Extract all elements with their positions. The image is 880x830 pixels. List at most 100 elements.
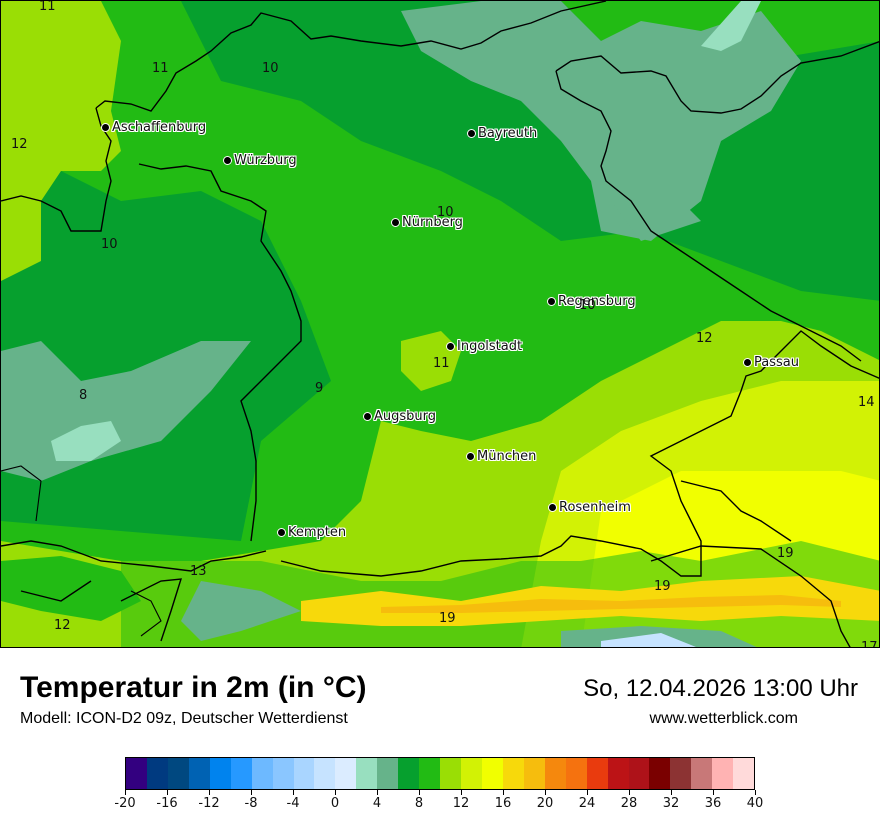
legend-tick-mark — [755, 790, 756, 795]
city-label: Nürnberg — [402, 215, 463, 230]
isotherm-label: 11 — [39, 0, 56, 14]
isotherm-label: 10 — [579, 298, 596, 313]
legend-tick-mark — [671, 790, 672, 795]
legend-tick-label: -20 — [114, 796, 136, 811]
legend-color-swatch — [356, 758, 378, 789]
model-source: Modell: ICON-D2 09z, Deutscher Wetterdie… — [20, 710, 348, 727]
legend-tick-mark — [587, 790, 588, 795]
isotherm-label: 9 — [315, 381, 324, 396]
city-label: Regensburg — [558, 294, 636, 309]
isotherm-label: 19 — [439, 611, 456, 626]
legend-color-swatch — [691, 758, 713, 789]
legend-color-swatch — [628, 758, 650, 789]
legend-tick-label: 32 — [662, 796, 680, 811]
forecast-datetime: So, 12.04.2026 13:00 Uhr — [583, 675, 858, 702]
city-dot-icon — [223, 156, 232, 165]
city-dot-icon — [466, 452, 475, 461]
legend-color-swatch — [251, 758, 273, 789]
city-label: Rosenheim — [559, 500, 631, 515]
legend-tick-label: 16 — [494, 796, 512, 811]
legend-color-swatch — [502, 758, 524, 789]
legend-color-swatch — [733, 758, 755, 789]
legend-tick-label: 4 — [372, 796, 382, 811]
city-label: Bayreuth — [478, 126, 538, 141]
city-label: Kempten — [288, 525, 347, 540]
legend-tick-mark — [419, 790, 420, 795]
isotherm-label: 12 — [54, 618, 71, 633]
legend-color-swatch — [670, 758, 692, 789]
city-dot-icon — [277, 528, 286, 537]
legend-tick-label: 36 — [704, 796, 722, 811]
city-dot-icon — [101, 123, 110, 132]
city-dot-icon — [743, 358, 752, 367]
legend-tick-label: 24 — [578, 796, 596, 811]
legend-tick-label: 0 — [330, 796, 340, 811]
legend-color-swatch — [398, 758, 420, 789]
legend-tick-label: 40 — [746, 796, 764, 811]
legend-tick-mark — [461, 790, 462, 795]
legend-tick-label: 12 — [452, 796, 470, 811]
legend-color-swatch — [335, 758, 357, 789]
legend-tick-mark — [251, 790, 252, 795]
legend-color-swatch — [314, 758, 336, 789]
legend-color-swatch — [544, 758, 566, 789]
city-dot-icon — [548, 503, 557, 512]
legend-color-swatch — [565, 758, 587, 789]
legend-tick-label: 8 — [414, 796, 424, 811]
city-marker: Aschaffenburg — [101, 120, 206, 135]
isotherm-label: 10 — [262, 61, 279, 76]
city-label: Aschaffenburg — [112, 120, 207, 135]
city-marker: München — [466, 449, 536, 464]
city-marker: Würzburg — [223, 153, 297, 168]
city-label: Passau — [754, 355, 799, 370]
city-marker: Ingolstadt — [446, 339, 522, 354]
city-marker: Kempten — [277, 525, 346, 540]
city-marker: Nürnberg — [391, 215, 463, 230]
legend-tick-mark — [335, 790, 336, 795]
city-marker: Augsburg — [363, 409, 436, 424]
city-dot-icon — [467, 129, 476, 138]
legend-color-swatch — [419, 758, 441, 789]
isotherm-label: 17 — [861, 640, 878, 648]
legend-color-swatch — [523, 758, 545, 789]
legend-tick-mark — [377, 790, 378, 795]
isotherm-label: 19 — [777, 546, 794, 561]
legend-color-swatch — [461, 758, 482, 789]
legend-color-swatch — [167, 758, 189, 789]
city-label: Würzburg — [234, 153, 297, 168]
legend-tick-label: -12 — [198, 796, 220, 811]
legend-tick-mark — [713, 790, 714, 795]
city-marker: Rosenheim — [548, 500, 631, 515]
legend-tick-mark — [209, 790, 210, 795]
legend-color-swatch — [377, 758, 399, 789]
legend-tick-mark — [167, 790, 168, 795]
isotherm-label: 14 — [858, 395, 875, 410]
legend-color-swatch — [586, 758, 608, 789]
city-marker: Bayreuth — [467, 126, 537, 141]
color-legend-ticks: -20 -16 -12 -8 -4 0 4 8 12 16 20 24 28 32 36 40 — [114, 790, 763, 820]
legend-tick-label: -16 — [156, 796, 178, 811]
legend-color-swatch — [481, 758, 503, 789]
legend-tick-label: 20 — [536, 796, 554, 811]
isotherm-label: 13 — [190, 564, 207, 579]
color-legend-bar — [125, 757, 755, 790]
legend-color-swatch — [146, 758, 168, 789]
isotherm-label: 11 — [433, 356, 450, 371]
isotherm-label: 19 — [654, 579, 671, 594]
legend-color-swatch — [230, 758, 252, 789]
website-url[interactable]: www.wetterblick.com — [649, 710, 798, 727]
city-marker: Passau — [743, 355, 799, 370]
legend-color-swatch — [126, 758, 147, 789]
legend-color-swatch — [649, 758, 671, 789]
city-label: Ingolstadt — [457, 339, 523, 354]
city-label: München — [477, 449, 537, 464]
legend-tick-mark — [545, 790, 546, 795]
legend-color-swatch — [607, 758, 629, 789]
city-dot-icon — [363, 412, 372, 421]
isotherm-label: 10 — [101, 237, 118, 252]
legend-color-swatch — [712, 758, 734, 789]
map-footer: Temperatur in 2m (in °C) Modell: ICON-D2… — [0, 648, 880, 830]
isotherm-label: 10 — [437, 205, 454, 220]
legend-tick-mark — [503, 790, 504, 795]
legend-tick-label: 28 — [620, 796, 638, 811]
